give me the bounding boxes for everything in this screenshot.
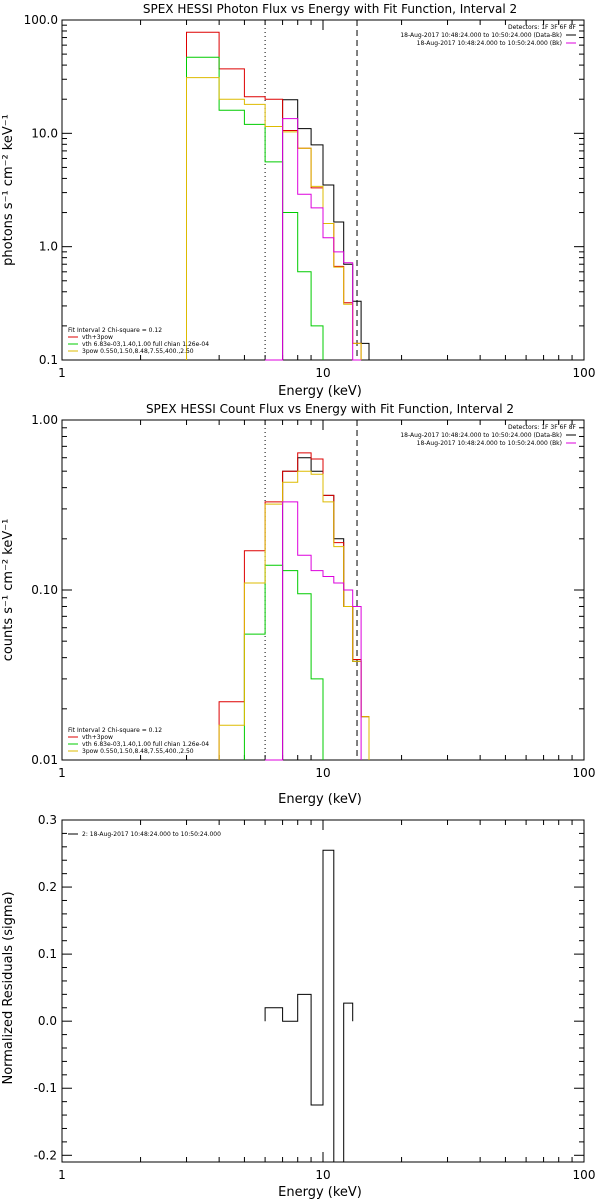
detectors-label: Detectors: 1F 3F 6F 8F — [508, 24, 577, 31]
x-tick-label: 1 — [58, 1168, 66, 1182]
legend-left-entry: 2: 18-Aug-2017 10:48:24.000 to 10:50:24.… — [82, 831, 221, 838]
y-tick-label: 0.01 — [31, 753, 58, 767]
residuals-panel: Energy (keV) Normalized Residuals (sigma… — [1, 813, 595, 1200]
count-flux-xlabel: Energy (keV) — [278, 792, 362, 807]
residuals-plot: 1 10 100 -0.2 -0.1 0.0 0.1 0.2 0.3 2: 18-Aug-2017… — [34, 813, 596, 1182]
histogram-series — [186, 31, 362, 360]
photon-flux-title: SPEX HESSI Photon Flux vs Energy with Fi… — [143, 2, 517, 16]
histogram-series — [264, 849, 354, 1163]
legend-left-entry: 3pow 0.550,1.50,8.48,7.55,400.,2.50 — [82, 348, 194, 355]
y-tick-label: 0.10 — [31, 583, 58, 597]
legend-left-entry: Fit Interval 2 Chi-square = 0.12 — [68, 727, 162, 734]
legend-left-entry: Fit Interval 2 Chi-square = 0.12 — [68, 327, 162, 334]
histogram-series — [218, 452, 370, 760]
legend-left-entry: vth 6.83e-03,1.40,1.00 full chian 1.26e-… — [82, 341, 209, 348]
x-tick-label: 1 — [58, 366, 66, 380]
residuals-ylabel: Normalized Residuals (sigma) — [1, 891, 16, 1084]
x-tick-label: 10 — [315, 766, 330, 780]
y-tick-label: 100.0 — [24, 13, 58, 27]
x-tick-label: 1 — [58, 766, 66, 780]
histogram-series — [243, 564, 324, 760]
photon-flux-xlabel: Energy (keV) — [278, 384, 362, 399]
legend-left-entry: vth+3pow — [82, 334, 113, 341]
legend-right-entry: 18-Aug-2017 10:48:24.000 to 10:50:24.000… — [417, 440, 562, 447]
detectors-label: Detectors: 1F 3F 6F 8F — [508, 424, 577, 431]
count-flux-ylabel: counts s⁻¹ cm⁻² keV⁻¹ — [1, 519, 16, 662]
y-tick-label: 10.0 — [31, 126, 58, 140]
legend-left-entry: vth+3pow — [82, 734, 113, 741]
x-tick-label: 100 — [573, 766, 596, 780]
y-tick-label: 1.00 — [31, 413, 58, 427]
y-tick-label: 0.0 — [38, 1014, 57, 1028]
count-flux-panel: SPEX HESSI Count Flux vs Energy with Fit… — [1, 402, 595, 807]
y-tick-label: 0.3 — [38, 813, 57, 827]
histogram-series — [218, 470, 370, 760]
x-tick-label: 100 — [573, 1168, 596, 1182]
histogram-series — [186, 56, 324, 360]
x-tick-label: 100 — [573, 366, 596, 380]
photon-flux-plot: 1 10 100 0.1 1.0 10.0 100.0 Detectors: 1F 3F 6F… — [24, 13, 596, 380]
count-flux-plot: 1 10 100 0.01 0.10 1.00 Detectors: 1F 3F 6F 8F… — [31, 413, 595, 780]
y-tick-label: -0.2 — [34, 1148, 57, 1162]
histogram-series — [265, 501, 362, 761]
y-tick-label: 0.2 — [38, 880, 57, 894]
photon-flux-panel: SPEX HESSI Photon Flux vs Energy with Fi… — [1, 2, 595, 399]
y-tick-label: 0.1 — [38, 947, 57, 961]
x-tick-label: 10 — [315, 1168, 330, 1182]
legend-left-entry: 3pow 0.550,1.50,8.48,7.55,400.,2.50 — [82, 748, 194, 755]
count-flux-title: SPEX HESSI Count Flux vs Energy with Fit… — [146, 402, 514, 416]
x-tick-label: 10 — [315, 366, 330, 380]
legend-right-entry: 18-Aug-2017 10:48:24.000 to 10:50:24.000… — [400, 432, 562, 439]
histogram-series — [265, 99, 370, 361]
legend-left-entry: vth 6.83e-03,1.40,1.00 full chian 1.26e-… — [82, 741, 209, 748]
histogram-series — [265, 118, 362, 361]
photon-flux-ylabel: photons s⁻¹ cm⁻² keV⁻¹ — [1, 114, 16, 266]
y-tick-label: 1.0 — [39, 240, 58, 254]
y-tick-label: 0.1 — [39, 353, 58, 367]
legend-right-entry: 18-Aug-2017 10:48:24.000 to 10:50:24.000… — [417, 40, 562, 47]
residuals-xlabel: Energy (keV) — [278, 1185, 362, 1200]
legend-right-entry: 18-Aug-2017 10:48:24.000 to 10:50:24.000… — [400, 32, 562, 39]
y-tick-label: -0.1 — [34, 1081, 57, 1095]
histogram-series — [265, 457, 370, 761]
histogram-series — [186, 77, 362, 360]
